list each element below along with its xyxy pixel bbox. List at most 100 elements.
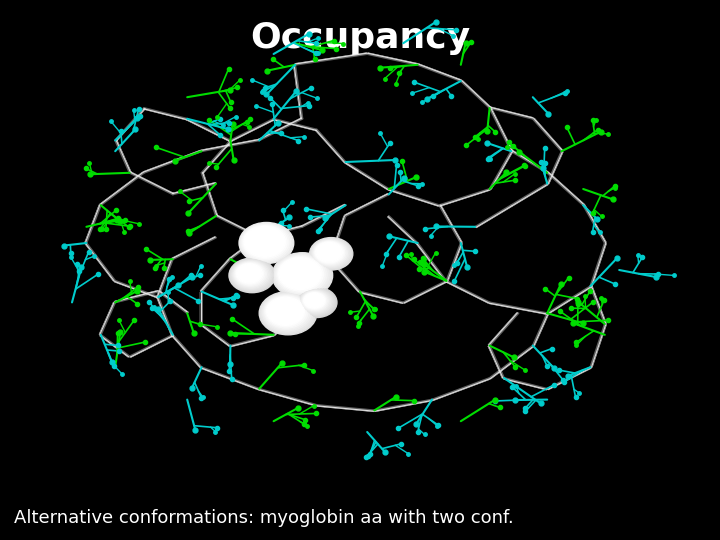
Circle shape [245,270,249,273]
Circle shape [254,234,268,244]
Circle shape [269,299,301,322]
Circle shape [246,227,284,256]
Circle shape [230,259,272,291]
Circle shape [309,296,317,302]
Circle shape [238,265,259,281]
Circle shape [241,224,290,261]
Circle shape [272,301,295,319]
Circle shape [274,302,294,317]
Circle shape [274,254,330,296]
Circle shape [280,259,320,288]
Circle shape [246,271,248,272]
Circle shape [324,248,328,252]
Circle shape [323,248,330,253]
Circle shape [262,294,312,330]
Circle shape [300,290,330,313]
Circle shape [298,288,335,316]
Circle shape [258,237,263,240]
Circle shape [253,233,271,247]
Circle shape [276,305,288,313]
Circle shape [288,265,306,278]
Circle shape [317,243,341,261]
Circle shape [325,249,327,251]
Circle shape [311,298,313,300]
Circle shape [258,237,261,239]
Circle shape [305,293,324,308]
Circle shape [297,288,336,316]
Circle shape [297,287,337,318]
Circle shape [312,239,348,267]
Circle shape [264,295,310,329]
Circle shape [239,222,294,264]
Circle shape [272,253,333,298]
Circle shape [307,295,320,305]
Circle shape [315,242,343,263]
Circle shape [318,244,338,259]
Circle shape [240,223,292,262]
Text: Occupancy: Occupancy [250,21,470,55]
Circle shape [310,297,315,301]
Circle shape [307,295,320,305]
Circle shape [243,268,252,275]
Circle shape [259,292,317,335]
Circle shape [287,264,308,280]
Circle shape [294,269,297,271]
Circle shape [278,306,287,312]
Circle shape [282,260,318,287]
Circle shape [247,228,280,253]
Circle shape [306,294,322,306]
Circle shape [266,296,306,327]
Circle shape [303,292,325,309]
Circle shape [299,289,333,315]
Circle shape [314,241,346,265]
Circle shape [251,231,275,249]
Circle shape [311,239,350,268]
Circle shape [234,262,266,286]
Circle shape [242,225,289,260]
Circle shape [282,260,315,285]
Circle shape [261,293,315,333]
Circle shape [241,267,255,278]
Circle shape [235,262,265,285]
Circle shape [323,247,331,254]
Circle shape [280,307,283,309]
Circle shape [256,235,265,242]
Circle shape [237,264,262,283]
Circle shape [308,296,318,303]
Circle shape [256,235,266,243]
Circle shape [238,265,261,282]
Circle shape [249,230,276,251]
Circle shape [289,266,305,277]
Circle shape [276,256,325,293]
Circle shape [313,240,347,266]
Circle shape [248,230,279,252]
Circle shape [232,260,271,289]
Circle shape [278,257,323,291]
Circle shape [316,242,342,262]
Circle shape [236,264,264,284]
Circle shape [229,258,275,293]
Circle shape [301,291,330,312]
Circle shape [270,300,299,321]
Circle shape [274,254,329,295]
Circle shape [320,246,336,257]
Circle shape [310,298,315,300]
Circle shape [318,244,339,260]
Circle shape [276,303,289,314]
Circle shape [268,298,302,324]
Circle shape [322,247,333,255]
Circle shape [302,291,328,311]
Circle shape [321,246,334,256]
Circle shape [271,300,297,320]
Circle shape [244,226,285,257]
Circle shape [274,303,292,316]
Circle shape [253,233,270,246]
Circle shape [233,261,269,288]
Circle shape [279,258,321,289]
Circle shape [265,296,308,328]
Circle shape [284,261,314,284]
Circle shape [276,255,327,294]
Circle shape [266,297,305,325]
Circle shape [310,238,353,270]
Circle shape [310,238,351,269]
